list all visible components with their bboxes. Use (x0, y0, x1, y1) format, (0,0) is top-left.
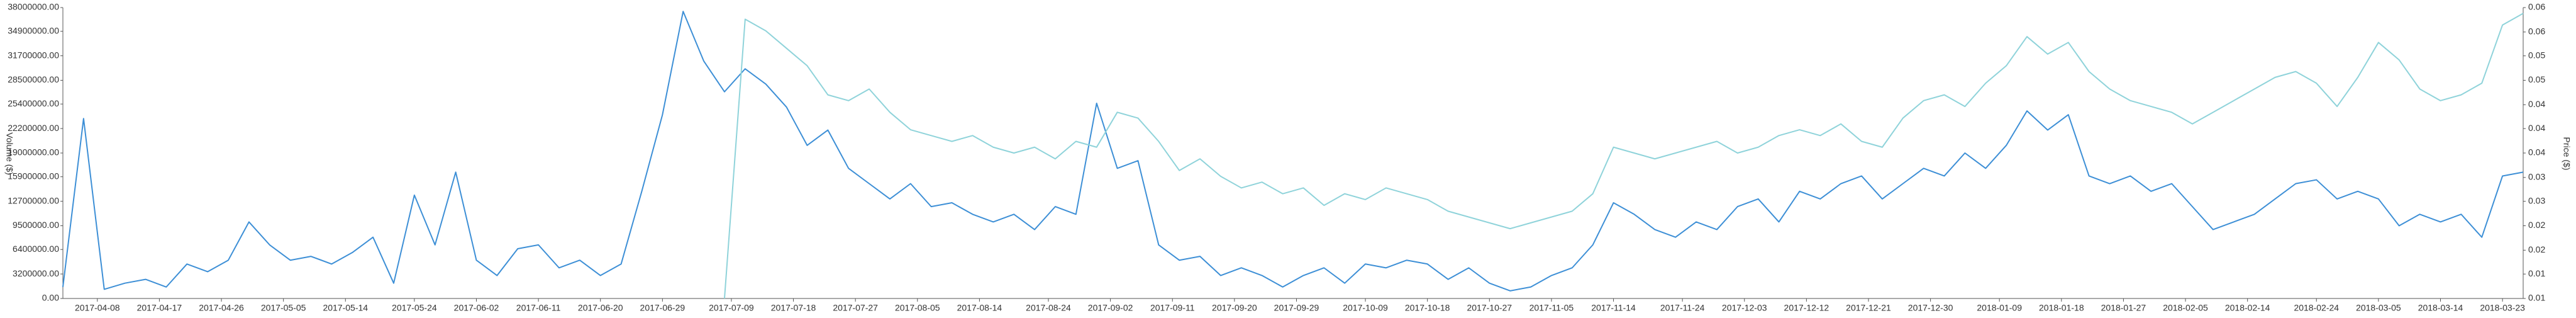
series-line (723, 13, 2524, 299)
x-tick-label: 2017-05-24 (392, 303, 437, 313)
y-tick-label: 15900000.00 (8, 171, 59, 181)
y2-tick-label: 0.01 (2528, 293, 2545, 303)
x-tick-label: 2018-03-14 (2418, 303, 2463, 313)
x-tick-label: 2017-11-24 (1660, 303, 1705, 313)
x-tick-label: 2018-01-18 (2039, 303, 2084, 313)
y2-tick-label: 0.06 (2528, 2, 2545, 12)
y-tick-label: 12700000.00 (8, 195, 59, 205)
series-line (62, 11, 2524, 292)
y-tick-label: 3200000.00 (13, 268, 59, 278)
y2-tick-label: 0.04 (2528, 123, 2545, 133)
y2-tick-label: 0.06 (2528, 26, 2545, 37)
x-tick-label: 2018-03-23 (2480, 303, 2525, 313)
y2-axis-title: Price ($) (2562, 137, 2572, 171)
y2-tick-label: 0.03 (2528, 172, 2545, 182)
x-tick-label: 2017-06-29 (640, 303, 686, 313)
y2-tick-label: 0.02 (2528, 220, 2545, 230)
x-tick-label: 2017-05-14 (323, 303, 368, 313)
y2-tick-label: 0.05 (2528, 50, 2545, 60)
x-tick-label: 2017-06-02 (454, 303, 499, 313)
x-tick-label: 2018-03-05 (2356, 303, 2401, 313)
y2-tick-label: 0.02 (2528, 244, 2545, 254)
y-tick-label: 22200000.00 (8, 123, 59, 133)
x-tick-label: 2018-01-09 (1977, 303, 2022, 313)
x-tick-label: 2017-11-05 (1530, 303, 1574, 313)
x-tick-label: 2017-12-12 (1784, 303, 1829, 313)
y-tick-label: 19000000.00 (8, 147, 59, 157)
x-tick-label: 2017-08-14 (957, 303, 1002, 313)
x-tick-label: 2017-06-20 (578, 303, 623, 313)
x-tick-label: 2017-04-26 (199, 303, 244, 313)
y-tick-label: 34900000.00 (8, 25, 59, 35)
x-tick-label: 2017-07-09 (709, 303, 754, 313)
x-tick-label: 2017-12-21 (1846, 303, 1891, 313)
x-tick-label: 2017-07-18 (771, 303, 816, 313)
y-tick-label: 31700000.00 (8, 50, 59, 60)
y-tick-label: 9500000.00 (13, 220, 59, 230)
y2-tick-label: 0.03 (2528, 195, 2545, 205)
x-tick-label: 2017-08-05 (895, 303, 940, 313)
x-tick-label: 2018-02-14 (2225, 303, 2270, 313)
x-tick-label: 2017-09-02 (1088, 303, 1133, 313)
y2-tick-label: 0.05 (2528, 74, 2545, 84)
x-tick-label: 2017-10-09 (1343, 303, 1388, 313)
y2-tick-label: 0.04 (2528, 147, 2545, 157)
x-tick-label: 2017-09-29 (1274, 303, 1319, 313)
x-tick-label: 2017-05-05 (261, 303, 306, 313)
x-tick-label: 2018-02-05 (2163, 303, 2208, 313)
x-tick-label: 2018-02-24 (2294, 303, 2339, 313)
x-tick-label: 2017-10-18 (1405, 303, 1450, 313)
y-tick-label: 6400000.00 (13, 244, 59, 254)
x-tick-label: 2017-04-17 (137, 303, 182, 313)
y-tick-label: 25400000.00 (8, 98, 59, 108)
x-tick-label: 2017-09-20 (1212, 303, 1257, 313)
y-tick-label: 28500000.00 (8, 74, 59, 84)
y2-tick-label: 0.01 (2528, 268, 2545, 278)
x-tick-label: 2017-04-08 (75, 303, 120, 313)
x-tick-label: 2017-12-03 (1722, 303, 1767, 313)
y-axis-title: Volume ($) (4, 132, 14, 175)
y2-tick-label: 0.04 (2528, 99, 2545, 109)
y-tick-label: 0.00 (42, 293, 59, 303)
x-tick-label: 2018-01-27 (2101, 303, 2146, 313)
x-tick-label: 2017-07-27 (833, 303, 878, 313)
y-tick-label: 38000000.00 (8, 2, 59, 12)
x-tick-label: 2017-12-30 (1908, 303, 1953, 313)
x-tick-label: 2017-08-24 (1026, 303, 1071, 313)
x-tick-label: 2017-06-11 (516, 303, 561, 313)
x-tick-label: 2017-11-14 (1591, 303, 1636, 313)
x-tick-label: 2017-10-27 (1467, 303, 1512, 313)
x-tick-label: 2017-09-11 (1150, 303, 1195, 313)
